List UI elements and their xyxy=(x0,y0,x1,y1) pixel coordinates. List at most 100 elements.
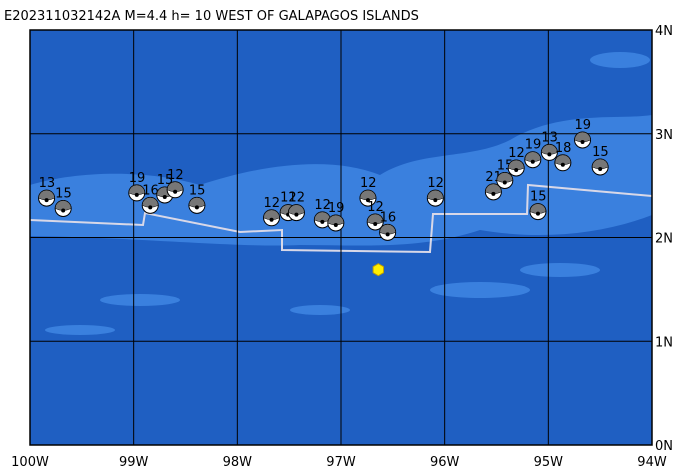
lon-tick-label: 100W xyxy=(11,455,49,470)
depth-label: 12 xyxy=(427,176,444,191)
beachball-quadrant xyxy=(359,189,377,201)
beachball-center xyxy=(44,198,49,203)
depth-label: 12 xyxy=(360,176,377,191)
lon-tick-label: 94W xyxy=(637,455,667,470)
depth-label: 12 xyxy=(288,191,305,206)
depth-label: 13 xyxy=(541,130,558,145)
focal-mechanism xyxy=(540,143,558,161)
depth-label: 12 xyxy=(367,200,384,215)
beachball-center xyxy=(162,194,167,199)
beachball-center xyxy=(294,212,299,217)
focal-mechanism xyxy=(141,196,159,214)
beachball-quadrant xyxy=(366,213,384,225)
beachball-center xyxy=(61,208,66,213)
beachball-center xyxy=(385,232,390,237)
beachball-quadrant xyxy=(591,158,609,170)
lat-tick-label: 2N xyxy=(655,232,673,247)
beachball-center xyxy=(333,222,338,227)
plate-boundary xyxy=(29,183,653,254)
focal-mechanism xyxy=(263,209,281,227)
beachball-quadrant xyxy=(128,184,146,196)
beachball-quadrant xyxy=(38,189,55,201)
focal-mechanism xyxy=(366,213,384,231)
focal-mechanism xyxy=(54,199,72,217)
beachball-quadrant xyxy=(541,144,558,155)
depth-label: 13 xyxy=(39,176,56,191)
beachball-quadrant xyxy=(507,159,525,171)
beachball-quadrant xyxy=(427,189,444,201)
focal-mechanism xyxy=(426,189,444,207)
lat-tick-label: 1N xyxy=(655,335,673,350)
beachball-center xyxy=(598,166,603,171)
depth-label: 12 xyxy=(508,146,525,161)
beachball-quadrant xyxy=(379,224,396,235)
beachball-quadrant xyxy=(529,203,547,214)
focal-mechanism xyxy=(359,189,377,207)
lon-tick-label: 97W xyxy=(326,455,356,470)
lon-tick-label: 95W xyxy=(534,455,564,470)
beachball-quadrant xyxy=(166,181,184,193)
beachball-center xyxy=(173,189,178,194)
beachball-center xyxy=(194,205,199,210)
beachball-center xyxy=(580,139,585,144)
beachball-quadrant xyxy=(188,197,206,208)
epicenter xyxy=(372,263,385,277)
focal-mechanism xyxy=(313,211,331,229)
beachball-center xyxy=(433,198,438,203)
focal-mechanism xyxy=(496,171,514,189)
beachball-quadrant xyxy=(574,131,591,143)
focal-mechanism xyxy=(327,214,345,232)
beachball-quadrant xyxy=(327,214,345,226)
beachball-quadrant xyxy=(142,197,159,208)
focal-mechanism xyxy=(524,151,542,169)
beachball-quadrant xyxy=(496,172,514,183)
focal-mechanism xyxy=(38,189,56,207)
focal-mechanism xyxy=(484,183,502,201)
lon-tick-label: 96W xyxy=(430,455,460,470)
depth-label: 15 xyxy=(55,186,72,201)
beachball-quadrant xyxy=(485,183,502,195)
focal-mechanism xyxy=(574,131,592,149)
beachball-quadrant xyxy=(524,151,542,162)
depth-label: 15 xyxy=(189,183,206,198)
depth-label: 18 xyxy=(555,141,572,156)
depth-label: 16 xyxy=(142,183,159,198)
focal-mechanism xyxy=(166,181,184,199)
depth-label: 16 xyxy=(380,210,397,225)
depth-label: 12 xyxy=(167,168,184,183)
beachball-center xyxy=(502,180,507,185)
focal-mechanism xyxy=(379,223,397,241)
lon-tick-label: 99W xyxy=(119,455,149,470)
beachball-center xyxy=(514,167,519,172)
beachball-center xyxy=(269,217,274,222)
lat-tick-label: 3N xyxy=(655,128,673,143)
depth-label: 12 xyxy=(280,191,297,206)
beachball-center xyxy=(365,198,370,203)
lon-tick-label: 98W xyxy=(223,455,253,470)
beachball-center xyxy=(148,205,153,210)
depth-label: 15 xyxy=(592,145,609,160)
beachball-center xyxy=(547,152,552,157)
beachball-quadrant xyxy=(54,200,72,211)
depth-label: 19 xyxy=(575,118,592,133)
focal-mechanism xyxy=(287,204,305,222)
focal-mechanism xyxy=(554,154,572,172)
beachball-center xyxy=(373,221,378,226)
beachball-quadrant xyxy=(288,204,305,215)
beachball-center xyxy=(491,191,496,196)
depth-label: 12 xyxy=(264,196,281,211)
beachball-center xyxy=(134,192,139,197)
depth-label: 15 xyxy=(530,190,547,205)
map-title: E202311032142A M=4.4 h= 10 WEST OF GALAP… xyxy=(4,9,419,24)
depth-label: 19 xyxy=(525,138,542,153)
beachball-quadrant xyxy=(554,154,572,166)
focal-mechanism xyxy=(507,159,525,177)
beachball-center xyxy=(535,211,540,216)
depth-label: 19 xyxy=(129,171,146,186)
focal-mechanism xyxy=(591,158,609,176)
focal-mechanism xyxy=(529,203,547,221)
lat-tick-label: 4N xyxy=(655,24,673,39)
beachball-center xyxy=(560,162,565,167)
focal-mechanism xyxy=(188,196,206,214)
